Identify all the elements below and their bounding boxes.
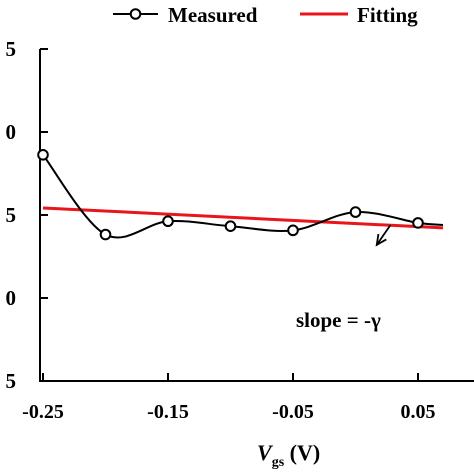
y-axis-ticks: 5 0 5 0 5 — [6, 37, 48, 393]
legend-label-fitting: Fitting — [357, 3, 418, 27]
fitting-line — [42, 206, 444, 230]
x-axis-ticks: -0.25 -0.15 -0.05 0.05 — [22, 373, 436, 423]
series-measured — [37, 149, 444, 241]
slope-arrow — [376, 224, 392, 246]
y-tick-label: 5 — [6, 37, 17, 61]
measured-point — [412, 217, 424, 229]
legend-label-measured: Measured — [168, 3, 258, 27]
y-tick-label: 5 — [6, 369, 17, 393]
measured-point — [162, 215, 174, 228]
measured-point — [37, 149, 49, 161]
measured-point — [99, 228, 112, 241]
legend-item-measured: Measured — [113, 3, 258, 27]
legend: Measured Fitting — [113, 3, 418, 27]
y-tick-label: 5 — [6, 203, 17, 227]
series-fitting — [42, 206, 444, 230]
x-tick-label: -0.15 — [147, 401, 189, 423]
slope-annotation-label: slope = -γ — [296, 308, 381, 332]
plot-area — [39, 49, 474, 382]
slope-arrow-head — [375, 233, 387, 247]
measured-point — [224, 220, 237, 233]
x-tick-label: -0.05 — [272, 401, 314, 423]
legend-item-fitting: Fitting — [300, 3, 418, 27]
x-tick-label: 0.05 — [401, 401, 436, 423]
y-tick-label: 0 — [6, 286, 17, 310]
slope-annotation: slope = -γ — [296, 224, 392, 332]
y-tick-label: 0 — [6, 120, 17, 144]
measured-point — [287, 224, 299, 237]
measured-point — [349, 206, 362, 218]
x-tick-label: -0.25 — [22, 401, 64, 423]
x-axis-label: Vgs (V) — [257, 440, 320, 470]
